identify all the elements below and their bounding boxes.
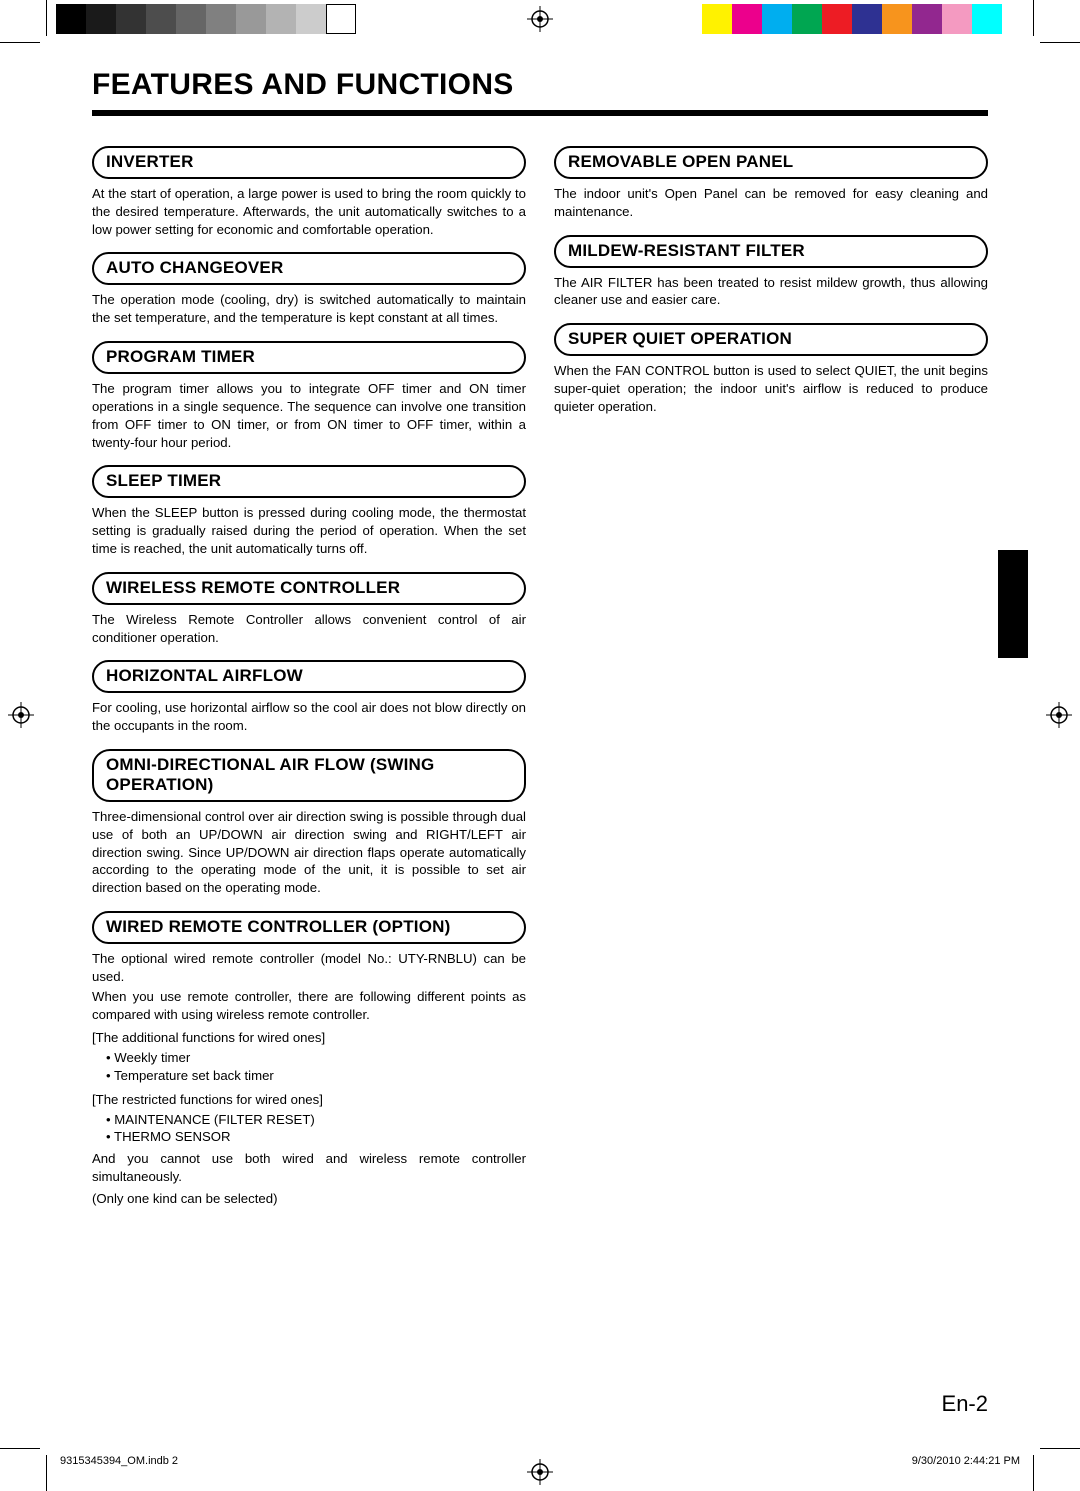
- feature-body: Three-dimensional control over air direc…: [92, 808, 526, 897]
- feature-heading-box: AUTO CHANGEOVER: [92, 252, 526, 285]
- feature-heading-box: SUPER QUIET OPERATION: [554, 323, 988, 356]
- crop-mark: [0, 42, 40, 43]
- feature-body: The optional wired remote controller (mo…: [92, 950, 526, 1208]
- swatch: [326, 4, 356, 34]
- footer-timestamp: 9/30/2010 2:44:21 PM: [912, 1455, 1020, 1467]
- feature-heading: WIRELESS REMOTE CONTROLLER: [106, 578, 512, 598]
- feature-heading: HORIZONTAL AIRFLOW: [106, 666, 512, 686]
- feature-body: When the FAN CONTROL button is used to s…: [554, 362, 988, 415]
- registration-mark-icon: [1046, 702, 1072, 728]
- swatch: [732, 4, 762, 34]
- swatch: [792, 4, 822, 34]
- swatch: [176, 4, 206, 34]
- feature-body: When the SLEEP button is pressed during …: [92, 504, 526, 557]
- feature-heading-box: REMOVABLE OPEN PANEL: [554, 146, 988, 179]
- feature-body: The indoor unit's Open Panel can be remo…: [554, 185, 988, 221]
- swatch: [296, 4, 326, 34]
- feature-heading: PROGRAM TIMER: [106, 347, 512, 367]
- swatch: [702, 4, 732, 34]
- registration-mark-icon: [8, 702, 34, 728]
- swatch: [86, 4, 116, 34]
- page-title: FEATURES AND FUNCTIONS: [92, 68, 988, 108]
- feature-heading: INVERTER: [106, 152, 512, 172]
- swatch: [762, 4, 792, 34]
- section-tab: [998, 550, 1028, 658]
- feature-body: For cooling, use horizontal airflow so t…: [92, 699, 526, 735]
- right-column: REMOVABLE OPEN PANEL The indoor unit's Op…: [554, 132, 988, 1210]
- swatch: [266, 4, 296, 34]
- registration-mark-icon: [527, 6, 553, 32]
- page-content: FEATURES AND FUNCTIONS INVERTER At the st…: [92, 68, 988, 1423]
- crop-mark: [1040, 42, 1080, 43]
- feature-body: The operation mode (cooling, dry) is swi…: [92, 291, 526, 327]
- feature-body: At the start of operation, a large power…: [92, 185, 526, 238]
- title-rule: [92, 110, 988, 116]
- swatch: [236, 4, 266, 34]
- feature-heading: SUPER QUIET OPERATION: [568, 329, 974, 349]
- crop-mark: [1033, 1455, 1034, 1491]
- feature-heading-box: INVERTER: [92, 146, 526, 179]
- feature-heading: AUTO CHANGEOVER: [106, 258, 512, 278]
- crop-mark: [46, 1455, 47, 1491]
- swatch: [912, 4, 942, 34]
- left-column: INVERTER At the start of operation, a lar…: [92, 132, 526, 1210]
- color-swatch-bar: [702, 4, 1002, 34]
- swatch: [116, 4, 146, 34]
- footer-filename: 9315345394_OM.indb 2: [60, 1455, 178, 1467]
- print-footer: 9315345394_OM.indb 2 9/30/2010 2:44:21 P…: [60, 1455, 1020, 1467]
- feature-heading-box: WIRELESS REMOTE CONTROLLER: [92, 572, 526, 605]
- feature-heading-box: SLEEP TIMER: [92, 465, 526, 498]
- feature-heading-box: MILDEW-RESISTANT FILTER: [554, 235, 988, 268]
- swatch: [146, 4, 176, 34]
- swatch: [822, 4, 852, 34]
- feature-body: The AIR FILTER has been treated to resis…: [554, 274, 988, 310]
- feature-heading-box: WIRED REMOTE CONTROLLER (OPTION): [92, 911, 526, 944]
- feature-heading-box: HORIZONTAL AIRFLOW: [92, 660, 526, 693]
- swatch: [882, 4, 912, 34]
- feature-heading: SLEEP TIMER: [106, 471, 512, 491]
- crop-mark: [1040, 1448, 1080, 1449]
- feature-body: The program timer allows you to integrat…: [92, 380, 526, 451]
- feature-heading-box: OMNI-DIRECTIONAL AIR FLOW (SWING OPERATI…: [92, 749, 526, 802]
- feature-heading-box: PROGRAM TIMER: [92, 341, 526, 374]
- swatch: [942, 4, 972, 34]
- swatch: [206, 4, 236, 34]
- feature-heading: REMOVABLE OPEN PANEL: [568, 152, 974, 172]
- page-number: En-2: [942, 1391, 988, 1417]
- feature-heading: MILDEW-RESISTANT FILTER: [568, 241, 974, 261]
- crop-mark: [46, 0, 47, 36]
- crop-mark: [1033, 0, 1034, 36]
- swatch: [852, 4, 882, 34]
- swatch: [972, 4, 1002, 34]
- swatch: [56, 4, 86, 34]
- grayscale-swatch-bar: [56, 4, 356, 34]
- feature-heading: WIRED REMOTE CONTROLLER (OPTION): [106, 917, 512, 937]
- crop-mark: [0, 1448, 40, 1449]
- feature-body: The Wireless Remote Controller allows co…: [92, 611, 526, 647]
- feature-heading: OMNI-DIRECTIONAL AIR FLOW (SWING OPERATI…: [106, 755, 512, 795]
